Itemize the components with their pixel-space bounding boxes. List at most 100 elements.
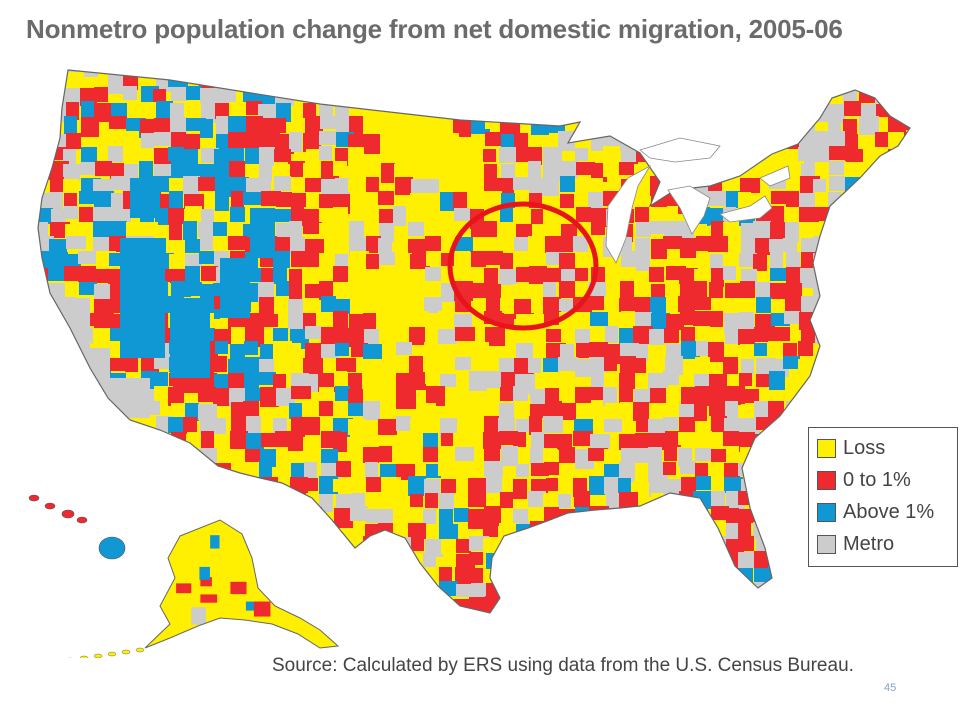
county-patch-metro [289, 70, 305, 74]
county-patch-metro [590, 434, 610, 451]
county-patch-metro [108, 146, 123, 162]
county-patch-zero-to-one [394, 627, 412, 645]
county-patch-metro [873, 194, 888, 211]
county-patch-above-one [38, 537, 50, 555]
county-patch-metro [21, 641, 41, 658]
county-patch-zero-to-one [291, 251, 305, 267]
county-patch-metro [38, 222, 48, 241]
county-patch-metro [663, 371, 679, 385]
county-patch-zero-to-one [740, 178, 760, 193]
county-patch-metro [784, 598, 797, 613]
source-note: Source: Calculated by ERS using data fro… [272, 655, 854, 676]
county-patch-zero-to-one [723, 431, 739, 446]
county-patch-loss [411, 146, 429, 165]
county-patch-zero-to-one [725, 87, 745, 104]
county-patch-zero-to-one [273, 118, 286, 133]
county-patch-loss [575, 554, 591, 568]
county-patch-metro [456, 584, 473, 597]
county-patch-zero-to-one [696, 236, 711, 251]
county-patch-loss [741, 598, 756, 613]
county-patch-zero-to-one [816, 614, 830, 627]
county-patch-zero-to-one [290, 161, 305, 177]
county-patch-loss [395, 253, 412, 273]
county-patch-zero-to-one [410, 569, 427, 589]
county-patch-above-one [769, 371, 785, 390]
county-patch-zero-to-one [319, 614, 338, 629]
county-patch-metro [906, 253, 910, 266]
county-patch-loss [438, 311, 451, 329]
county-patch-loss [155, 70, 173, 77]
county-patch-above-one [709, 599, 724, 613]
county-patch-loss [696, 328, 711, 343]
county-patch-metro [348, 581, 364, 600]
county-patch-loss [693, 583, 707, 597]
county-patch-zero-to-one [229, 161, 245, 177]
county-patch-above-one [185, 239, 200, 253]
county-patch-zero-to-one [303, 209, 322, 223]
county-patch-zero-to-one [439, 567, 452, 585]
legend-label-metro: Metro [843, 532, 895, 555]
county-patch-metro [154, 132, 172, 146]
county-patch-zero-to-one [559, 509, 577, 525]
county-patch-loss [470, 342, 489, 359]
county-patch-zero-to-one [38, 417, 49, 436]
county-patch-zero-to-one [49, 328, 67, 342]
county-patch-zero-to-one [635, 599, 652, 612]
county-patch-loss [231, 327, 248, 346]
county-patch-zero-to-one [80, 584, 97, 597]
county-patch-above-one [200, 119, 213, 138]
county-patch-above-one [200, 164, 217, 180]
county-patch-above-one [889, 178, 907, 193]
county-patch-metro [349, 221, 364, 237]
county-patch-loss [411, 73, 425, 89]
county-patch-loss [784, 207, 802, 220]
county-patch-metro [636, 253, 650, 271]
county-patch-zero-to-one [666, 314, 684, 330]
county-patch-loss [409, 311, 428, 331]
county-patch-zero-to-one [875, 583, 893, 596]
county-patch-metro [889, 611, 906, 613]
county-patch-metro [531, 551, 544, 564]
county-patch-zero-to-one [319, 281, 333, 300]
county-patch-zero-to-one [214, 329, 232, 344]
county-patch-above-one [590, 539, 610, 558]
county-patch-zero-to-one [304, 417, 320, 435]
county-patch-metro [80, 567, 99, 581]
county-patch-zero-to-one [591, 221, 605, 235]
county-patch-zero-to-one [903, 298, 910, 315]
county-patch-metro [784, 477, 803, 494]
county-patch-metro [648, 447, 662, 465]
county-patch-zero-to-one [650, 388, 669, 403]
county-patch-metro [38, 70, 55, 71]
county-patch-metro [876, 627, 891, 645]
county-patch-metro [828, 388, 843, 403]
county-patch-loss [169, 254, 184, 270]
county-patch-above-one [786, 419, 805, 436]
county-patch-zero-to-one [351, 329, 368, 343]
county-patch-zero-to-one [711, 119, 726, 136]
county-patch-zero-to-one [499, 102, 512, 121]
county-patch-metro [110, 431, 126, 451]
county-patch-zero-to-one [633, 358, 646, 373]
county-patch-above-one [273, 266, 287, 284]
county-patch-above-one [244, 372, 259, 392]
county-patch-zero-to-one [290, 538, 306, 553]
county-patch-zero-to-one [231, 71, 246, 88]
county-patch-zero-to-one [289, 193, 306, 207]
county-patch-above-one [543, 358, 558, 372]
county-patch-metro [753, 103, 773, 118]
county-patch-zero-to-one [619, 596, 639, 613]
county-patch-zero-to-one [754, 89, 771, 107]
county-patch-zero-to-one [396, 373, 413, 390]
county-patch-zero-to-one [843, 119, 857, 134]
county-patch-metro [379, 223, 394, 242]
county-patch-zero-to-one [633, 552, 652, 569]
county-patch-zero-to-one [336, 328, 354, 347]
county-patch-metro [320, 116, 337, 129]
county-patch-zero-to-one [741, 131, 758, 146]
county-patch-above-one [366, 599, 383, 613]
county-patch-metro [501, 164, 515, 180]
county-patch-metro [621, 71, 641, 87]
county-patch-loss [126, 222, 141, 240]
county-patch-loss [454, 251, 470, 266]
